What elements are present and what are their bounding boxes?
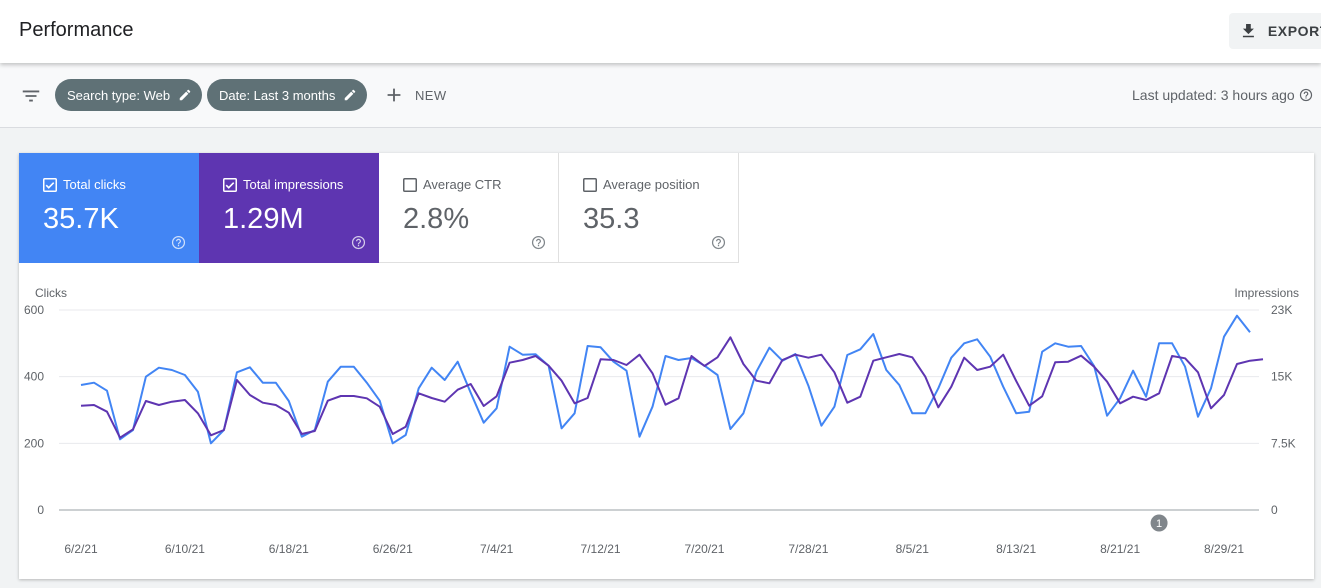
filter-bar: Search type: Web Date: Last 3 months NEW… [0, 63, 1321, 128]
metric-value: 2.8% [403, 203, 470, 235]
edit-icon [179, 89, 191, 101]
help-icon[interactable] [711, 235, 726, 250]
x-tick-label: 8/13/21 [996, 542, 1036, 556]
download-icon [1242, 23, 1254, 38]
metric-total-clicks[interactable]: Total clicks 35.7K [19, 153, 199, 263]
left-tick-label: 600 [24, 303, 44, 317]
left-tick-label: 200 [24, 436, 44, 450]
x-tick-label: 6/26/21 [373, 542, 413, 556]
metric-label: Average position [603, 177, 700, 192]
left-tick-label: 400 [24, 370, 44, 384]
chip-label: Date: Last 3 months [219, 87, 336, 103]
help-icon[interactable] [531, 235, 546, 250]
clicks-series-line [80, 314, 1251, 445]
last-updated-text: Last updated: 3 hours ago [1132, 87, 1313, 103]
metric-average-ctr[interactable]: Average CTR 2.8% [379, 153, 559, 263]
metric-label: Average CTR [423, 177, 502, 192]
performance-card: Total clicks 35.7K Total impressions 1.2… [19, 153, 1314, 579]
help-icon[interactable] [171, 235, 186, 250]
x-tick-label: 8/21/21 [1100, 542, 1140, 556]
x-tick-label: 8/29/21 [1204, 542, 1244, 556]
x-tick-label: 8/5/21 [896, 542, 930, 556]
right-axis-label: Impressions [1234, 286, 1299, 300]
metric-value: 1.29M [223, 203, 304, 235]
page-title: Performance [19, 19, 134, 41]
left-tick-label: 0 [37, 503, 44, 517]
left-axis-label: Clicks [35, 286, 67, 300]
right-tick-label: 23K [1271, 303, 1292, 317]
x-tick-label: 7/12/21 [581, 542, 621, 556]
checkbox-checked-icon[interactable] [223, 177, 237, 192]
help-icon[interactable] [351, 235, 366, 250]
metric-header: Total clicks [43, 177, 126, 192]
checkbox-checked-icon[interactable] [43, 177, 57, 192]
right-tick-label: 15K [1271, 370, 1292, 384]
metric-header: Average CTR [403, 177, 502, 192]
impressions-series-line [80, 336, 1264, 439]
metric-header: Total impressions [223, 177, 343, 192]
x-tick-label: 6/2/21 [64, 542, 98, 556]
plus-icon [387, 88, 401, 102]
right-tick-label: 0 [1271, 503, 1278, 517]
metric-value: 35.7K [43, 203, 119, 235]
right-tick-label: 7.5K [1271, 436, 1296, 450]
x-tick-label: 7/28/21 [788, 542, 828, 556]
checkbox-unchecked-icon[interactable] [583, 177, 597, 192]
checkbox-unchecked-icon[interactable] [403, 177, 417, 192]
metric-average-position[interactable]: Average position 35.3 [559, 153, 739, 263]
new-filter-button[interactable]: NEW [383, 81, 447, 109]
metric-label: Total impressions [243, 177, 344, 192]
last-updated-label: Last updated: 3 hours ago [1132, 87, 1295, 103]
x-tick-label: 7/4/21 [480, 542, 514, 556]
x-tick-label: 6/18/21 [269, 542, 309, 556]
annotation-label: 1 [1156, 518, 1162, 530]
help-icon[interactable] [1299, 88, 1313, 102]
metric-label: Total clicks [63, 177, 126, 192]
metric-header: Average position [583, 177, 700, 192]
x-tick-label: 6/10/21 [165, 542, 205, 556]
edit-icon [345, 89, 356, 101]
top-bar: Performance EXPORT [0, 0, 1321, 63]
new-label: NEW [415, 87, 447, 103]
date-filter-chip[interactable]: Date: Last 3 months [207, 79, 368, 111]
metric-value: 35.3 [583, 203, 640, 235]
filter-list-icon[interactable] [20, 85, 42, 107]
metric-total-impressions[interactable]: Total impressions 1.29M [199, 153, 379, 263]
export-label: EXPORT [1267, 23, 1321, 39]
performance-chart[interactable]: Clicks Impressions 0 200 400 600 0 7.5K 15K 23K… [19, 153, 1314, 579]
annotation-marker[interactable] [1150, 514, 1168, 532]
export-button[interactable]: EXPORT [1229, 13, 1321, 49]
x-tick-label: 7/20/21 [684, 542, 724, 556]
chip-label: Search type: Web [67, 87, 171, 103]
search-type-filter-chip[interactable]: Search type: Web [55, 79, 203, 111]
